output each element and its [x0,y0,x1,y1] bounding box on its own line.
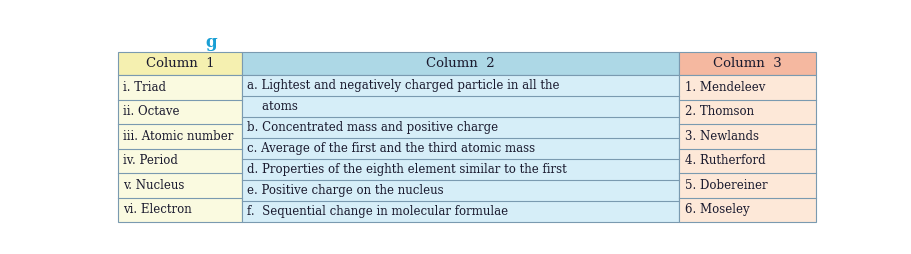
Text: d. Properties of the eighth element similar to the first: d. Properties of the eighth element simi… [248,163,568,176]
Bar [118,75,242,222]
Text: i. Triad: i. Triad [123,81,166,94]
Text: 6. Moseley: 6. Moseley [684,203,749,216]
Text: Column  2: Column 2 [426,57,495,70]
Text: f.  Sequential change in molecular formulae: f. Sequential change in molecular formul… [248,205,508,218]
Text: ii. Octave: ii. Octave [123,105,179,118]
Text: Column  1: Column 1 [146,57,214,70]
Text: b. Concentrated mass and positive charge: b. Concentrated mass and positive charge [248,121,498,134]
Bar [242,52,680,75]
Text: iii. Atomic number: iii. Atomic number [123,130,233,143]
Text: e. Positive charge on the nucleus: e. Positive charge on the nucleus [248,184,444,197]
Text: 5. Dobereiner: 5. Dobereiner [684,179,767,192]
Text: Column  3: Column 3 [713,57,782,70]
Text: atoms: atoms [248,100,298,113]
Text: 2. Thomson: 2. Thomson [684,105,753,118]
Text: 1. Mendeleev: 1. Mendeleev [684,81,765,94]
Text: 3. Newlands: 3. Newlands [684,130,759,143]
Bar [680,52,816,75]
Text: vi. Electron: vi. Electron [123,203,192,216]
Text: iv. Period: iv. Period [123,154,178,167]
Text: a. Lightest and negatively charged particle in all the: a. Lightest and negatively charged parti… [248,79,560,92]
Text: c. Average of the first and the third atomic mass: c. Average of the first and the third at… [248,142,536,155]
Text: g: g [206,34,218,51]
Bar [118,52,242,75]
Text: 4. Rutherford: 4. Rutherford [684,154,765,167]
Bar [680,75,816,222]
Bar [242,75,680,222]
Text: v. Nucleus: v. Nucleus [123,179,185,192]
